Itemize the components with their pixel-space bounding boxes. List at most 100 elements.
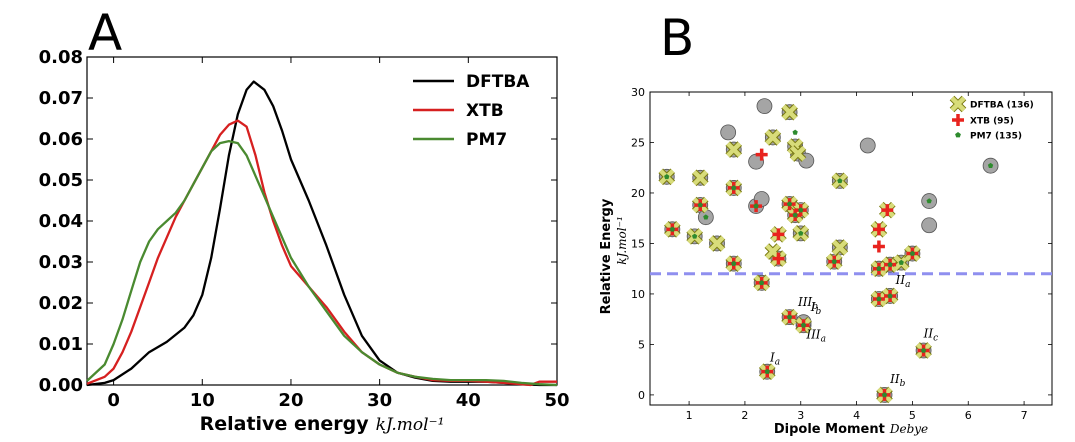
xtb-marker	[772, 228, 785, 241]
conformer-point	[921, 217, 938, 234]
x-tick-label-a: 30	[367, 390, 392, 411]
x-axis-unit-b: Debye	[889, 422, 928, 436]
pm7-marker	[837, 178, 843, 184]
xtb-marker	[755, 148, 768, 161]
annotation-subscript: b	[816, 307, 822, 317]
y-tick-label-a: 0.02	[39, 293, 83, 314]
pm7-marker	[909, 250, 916, 256]
conformer-point	[756, 98, 773, 115]
pm7-marker	[703, 214, 709, 220]
pm7-marker	[692, 233, 698, 239]
pm7-marker	[887, 293, 893, 299]
x-tick-label-b: 5	[909, 409, 916, 422]
x-axis-label-b: Dipole Moment Debye	[774, 422, 928, 437]
annotation-subscript: a	[821, 334, 826, 344]
legend-label-b: XTB (95)	[970, 117, 1014, 127]
y-tick-label-a: 0.03	[39, 252, 83, 273]
x-axis-title-a: Relative energy	[200, 413, 370, 435]
x-tick-label-a: 20	[278, 390, 303, 411]
legend-label-b: PM7 (135)	[970, 132, 1022, 142]
x-axis-title-b: Dipole Moment	[774, 422, 885, 437]
conformer-annotation: Ia	[769, 351, 780, 368]
x-axis-label-a: Relative energy kJ.mol⁻¹	[200, 413, 445, 435]
y-tick-label-b: 20	[631, 187, 645, 200]
dftba-marker	[709, 235, 725, 252]
y-axis-unit-b: kJ.mol⁻¹	[615, 216, 629, 265]
pm7-marker	[876, 296, 882, 302]
y-tick-label-b: 15	[631, 237, 645, 250]
pm7-marker	[800, 322, 807, 328]
y-tick-label-a: 0.08	[39, 47, 83, 68]
pm7-marker	[876, 265, 882, 271]
annotation-base: I	[810, 300, 816, 314]
conformer-annotation: IIa	[895, 273, 911, 290]
xtb-marker	[772, 252, 785, 265]
y-axis-label-b: Relative Energy	[599, 198, 614, 314]
pm7-marker	[664, 174, 670, 180]
panel-letter-b: B	[660, 9, 694, 67]
pm7-marker	[898, 259, 904, 265]
pm7-marker	[831, 258, 837, 264]
legend-marker-dftba	[950, 96, 966, 112]
x-tick-label-b: 2	[741, 409, 748, 422]
legend-label-b: DFTBA (136)	[970, 101, 1034, 111]
y-tick-label-b: 25	[631, 136, 645, 149]
panel-letter-a: A	[88, 4, 122, 62]
pm7-marker	[731, 260, 737, 266]
annotation-base: III	[797, 295, 812, 309]
series-line-dftba	[86, 80, 557, 387]
pm7-marker	[764, 368, 770, 374]
pm7-marker	[786, 314, 793, 320]
xtb-marker	[872, 223, 885, 236]
series-line-pm7	[86, 139, 558, 387]
y-tick-label-a: 0.04	[39, 211, 83, 232]
y-tick-label-a: 0.01	[39, 334, 83, 355]
conformer-point	[859, 137, 876, 154]
plot-frame-b	[649, 91, 1053, 406]
pm7-marker	[798, 207, 804, 213]
pm7-marker	[792, 212, 798, 218]
y-axis-title-b: Relative Energy	[599, 198, 614, 314]
pm7-marker	[786, 201, 793, 207]
pm7-marker	[731, 185, 737, 191]
series-line-xtb	[86, 119, 557, 387]
y-tick-label-b: 10	[631, 288, 645, 301]
legend-label-pm7: PM7	[466, 130, 507, 150]
xtb-marker	[881, 204, 894, 217]
x-tick-label-b: 7	[1021, 409, 1028, 422]
x-tick-label-b: 6	[965, 409, 972, 422]
y-tick-label-a: 0.07	[39, 88, 83, 109]
annotation-subscript: c	[933, 333, 938, 343]
x-tick-label-b: 4	[853, 409, 860, 422]
annotation-subscript: b	[812, 302, 818, 312]
conformer-annotation: IIIa	[805, 327, 826, 344]
pm7-marker	[798, 230, 804, 236]
annotation-subscript: b	[900, 379, 906, 389]
dftba-marker	[790, 145, 806, 162]
y-tick-label-a: 0.05	[39, 170, 83, 191]
dftba-marker	[781, 104, 798, 120]
annotation-base: III	[805, 327, 820, 341]
pm7-marker	[792, 129, 798, 135]
conformer-annotation: IIb	[889, 372, 905, 389]
x-tick-label-a: 0	[107, 390, 120, 411]
annotation-subscript: a	[905, 280, 910, 290]
y-tick-label-a: 0.06	[39, 129, 83, 150]
pm7-marker	[987, 162, 994, 168]
x-tick-label-b: 1	[686, 409, 693, 422]
annotation-base: II	[889, 372, 900, 386]
legend-label-xtb: XTB	[466, 101, 504, 121]
annotation-base: I	[769, 351, 775, 365]
annotation-subscript: a	[775, 358, 780, 368]
x-tick-label-a: 10	[190, 390, 215, 411]
pm7-marker	[759, 280, 765, 286]
conformer-point	[720, 124, 737, 141]
conformer-annotation: IIc	[923, 326, 939, 343]
legend-marker-xtb	[952, 114, 964, 126]
dftba-marker	[765, 129, 781, 146]
pm7-marker	[881, 392, 888, 398]
y-tick-label-a: 0.00	[39, 375, 83, 396]
dftba-marker	[726, 141, 742, 158]
dftba-marker	[832, 239, 848, 256]
